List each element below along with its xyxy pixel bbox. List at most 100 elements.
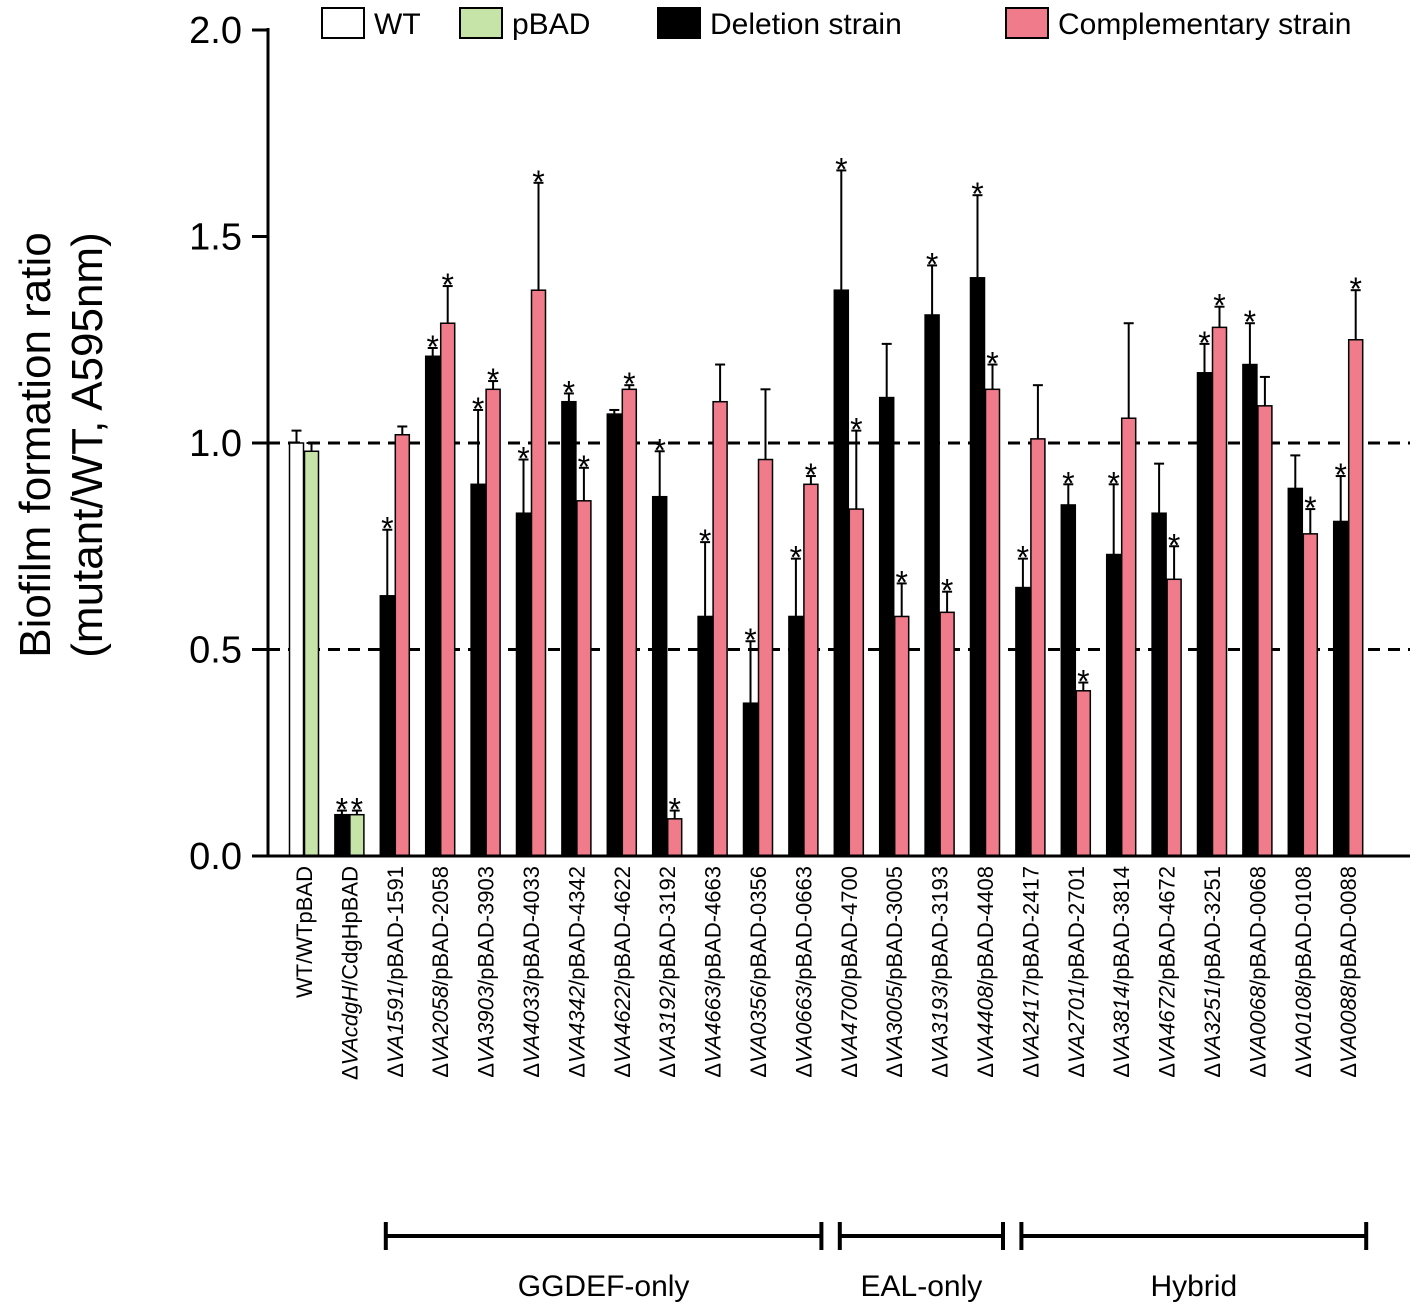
significance-star-1-0: * [336, 792, 348, 828]
y-tick-label-1: 0.5 [189, 630, 242, 672]
y-axis-title-line1: Biofilm formation ratio [11, 232, 60, 657]
significance-star-23-0: * [1334, 457, 1346, 493]
y-axis-title-line2: (mutant/WT, A595nm) [63, 232, 112, 657]
bar-19-complement [1166, 578, 1182, 857]
legend-swatch-wt [321, 7, 365, 39]
category-label-18: ΔVA3814/pBAD-3814 [1109, 866, 1134, 1078]
bar-6-complement [576, 500, 592, 857]
bar-17-deletion [1060, 504, 1077, 857]
significance-star-21-0: * [1244, 304, 1256, 340]
bar-0-wt [288, 442, 305, 857]
legend-label-complement: Complementary strain [1058, 8, 1351, 41]
category-label-7: ΔVA4622/pBAD-4622 [610, 866, 635, 1078]
bar-14-deletion [924, 314, 940, 857]
category-label-6: ΔVA4342/pBAD-4342 [564, 866, 589, 1078]
bar-18-complement [1120, 417, 1137, 857]
legend-swatch-pbad [459, 7, 503, 39]
category-label-22: ΔVA0108/pBAD-0108 [1291, 866, 1316, 1078]
bars-layer: * ******************************* **** [288, 151, 1364, 857]
significance-star-20-1: * [1213, 288, 1225, 324]
bar-12-complement [848, 508, 865, 857]
category-label-0: WT/WTpBAD [292, 866, 317, 998]
significance-star-23-1: * [1349, 271, 1361, 307]
bar-2-deletion [379, 595, 396, 857]
category-label-11: ΔVA0663/pBAD-0663 [791, 866, 816, 1078]
category-label-3: ΔVA2058/pBAD-2058 [428, 866, 453, 1078]
significance-star-15-0: * [971, 176, 983, 212]
legend-label-wt: WT [374, 8, 421, 41]
bar-10-deletion [742, 702, 759, 857]
bar-15-complement [984, 388, 1001, 857]
y-tick-label-4: 2.0 [189, 10, 242, 52]
category-label-1: ΔVAcdgH/CdgHpBAD [337, 866, 362, 1080]
significance-star-19-1: * [1168, 527, 1180, 563]
category-label-13: ΔVA3005/pBAD-3005 [882, 866, 907, 1078]
bar-21-complement [1257, 405, 1273, 857]
bar-21-deletion [1242, 363, 1258, 857]
y-tick-label-2: 1.0 [189, 423, 242, 465]
significance-star-2-0: * [381, 511, 393, 547]
category-label-10: ΔVA0356/pBAD-0356 [746, 866, 771, 1078]
group-bracket-2 [1019, 1222, 1369, 1250]
axes: 0.0 0.5 1.0 1.5 2.0 [189, 10, 1410, 878]
category-label-4: ΔVA3903/pBAD-3903 [474, 866, 499, 1078]
legend-swatch-deletion [657, 7, 701, 39]
bar-2-complement [394, 433, 411, 857]
category-label-23: ΔVA0088/pBAD-0088 [1336, 866, 1361, 1078]
significance-star-11-1: * [805, 457, 817, 493]
significance-star-4-0: * [472, 391, 484, 427]
y-tick-label-0: 0.0 [189, 836, 242, 878]
bar-7-complement [621, 388, 638, 857]
bar-23-complement [1347, 339, 1364, 857]
bar-13-deletion [878, 396, 895, 857]
bar-5-complement [530, 289, 547, 857]
bar-7-deletion [606, 413, 623, 857]
bar-18-deletion [1105, 553, 1122, 857]
significance-star-15-1: * [986, 346, 998, 382]
bar-5-deletion [515, 512, 532, 857]
bar-4-deletion [470, 483, 486, 857]
significance-star-9-0: * [699, 523, 711, 559]
y-axis-title: Biofilm formation ratio (mutant/WT, A595… [11, 232, 112, 657]
significance-star-17-0: * [1062, 465, 1074, 501]
bar-13-complement [893, 615, 910, 857]
significance-star-4-1: * [487, 362, 499, 398]
significance-star-11-0: * [790, 540, 802, 576]
group-label-2: Hybrid [1150, 1270, 1237, 1303]
significance-star-8-1: * [668, 792, 680, 828]
significance-star-22-1: * [1304, 490, 1316, 526]
significance-star-1-1: * [351, 792, 363, 828]
y-tick-label-3: 1.5 [189, 217, 242, 259]
legend: WT pBAD Deletion strain Complementary strai… [321, 7, 1351, 41]
bar-23-deletion [1332, 520, 1349, 857]
bar-17-complement [1075, 690, 1092, 857]
group-label-0: GGDEF-only [518, 1270, 690, 1303]
significance-star-8-0: * [653, 432, 665, 468]
significance-star-5-0: * [517, 441, 529, 477]
bar-14-complement [939, 611, 955, 857]
significance-star-6-0: * [563, 374, 575, 410]
bar-10-complement [757, 458, 774, 857]
significance-star-12-0: * [835, 151, 847, 187]
significance-star-14-0: * [926, 246, 938, 282]
significance-star-20-0: * [1198, 325, 1210, 361]
group-label-1: EAL-only [861, 1270, 983, 1303]
significance-star-18-0: * [1107, 465, 1119, 501]
significance-star-5-1: * [532, 164, 544, 200]
significance-star-16-0: * [1017, 540, 1029, 576]
legend-swatch-complement [1005, 7, 1049, 39]
category-label-14: ΔVA3193/pBAD-3193 [928, 866, 953, 1078]
bar-3-deletion [424, 355, 441, 857]
bar-0-pbad [303, 450, 320, 857]
significance-star-17-1: * [1077, 664, 1089, 700]
bar-4-complement [485, 388, 501, 857]
category-label-8: ΔVA3192/pBAD-3192 [655, 866, 680, 1078]
category-label-12: ΔVA4700/pBAD-4700 [837, 866, 862, 1078]
bar-20-complement [1211, 326, 1228, 857]
category-label-21: ΔVA0068/pBAD-0068 [1245, 866, 1270, 1078]
bar-9-complement [712, 400, 728, 857]
significance-star-3-0: * [426, 329, 438, 365]
category-label-9: ΔVA4663/pBAD-4663 [701, 866, 726, 1078]
significance-star-6-1: * [578, 449, 590, 485]
bar-22-complement [1302, 533, 1319, 857]
